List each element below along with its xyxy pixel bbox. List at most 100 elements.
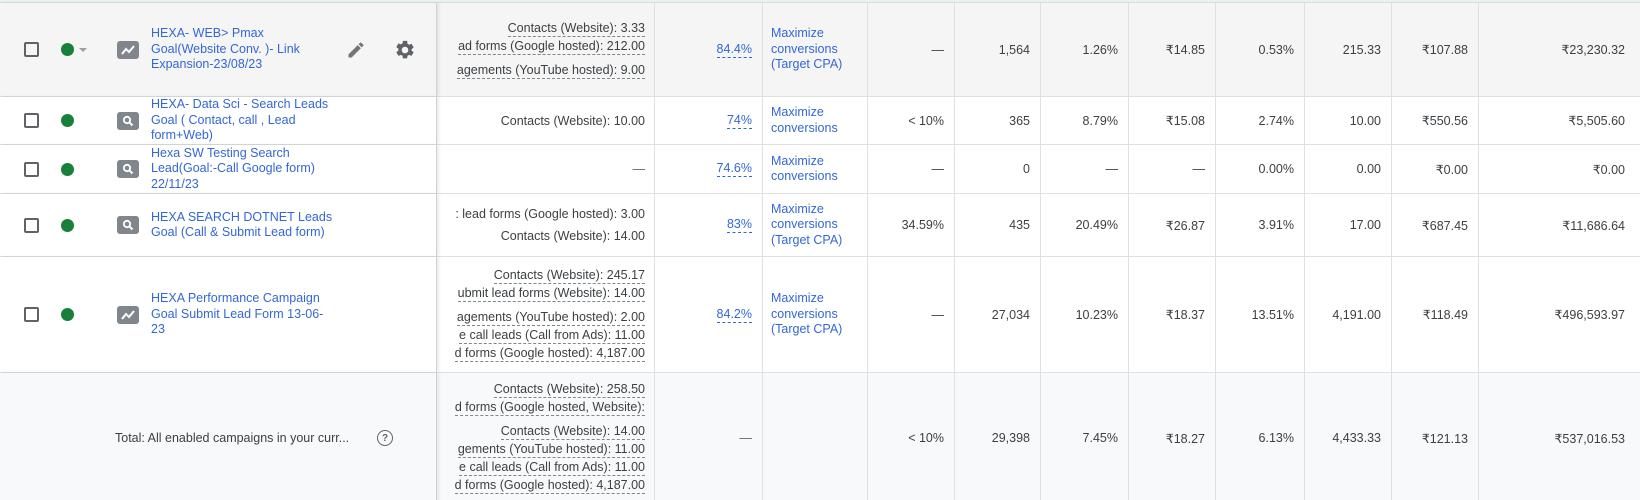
status-dropdown-caret-icon[interactable]	[79, 47, 87, 52]
cost-per-conv-cell: ₹107.88	[1392, 3, 1479, 96]
campaign-name-link[interactable]: HEXA SEARCH DOTNET Leads Goal (Call & Su…	[151, 209, 333, 240]
campaign-name-link[interactable]: HEXA- WEB> Pmax Goal(Website Conv. )- Li…	[151, 26, 300, 72]
conversions-total-cell: 10.00	[1305, 97, 1392, 144]
row-checkbox[interactable]	[24, 217, 39, 233]
cost-cell: ₹5,505.60	[1568, 114, 1625, 128]
conversion-breakdown-item[interactable]: gements (YouTube hosted): 11.00	[457, 442, 645, 458]
search-campaign-icon	[117, 160, 139, 178]
table-top-border	[0, 0, 1640, 3]
bid-strategy-link[interactable]: Maximize conversions (Target CPA)	[771, 201, 843, 247]
campaign-name-link[interactable]: HEXA Performance Campaign Goal Submit Le…	[151, 291, 324, 337]
row-checkbox[interactable]	[24, 161, 39, 177]
bid-strategy-cell	[763, 373, 868, 500]
conversions-total-cell: 4,191.00	[1305, 257, 1392, 372]
optimization-score-link[interactable]: 74.6%	[716, 161, 752, 177]
table-row[interactable]: HEXA- Data Sci - Search Leads Goal ( Con…	[0, 97, 1640, 145]
bid-strategy-link[interactable]: Maximize conversions	[771, 153, 838, 184]
conversion-breakdown-item[interactable]: Contacts (Website): 3.33	[507, 20, 645, 37]
conversion-breakdown-item[interactable]: agements (YouTube hosted): 2.00	[456, 309, 645, 326]
ctr-cell: 20.49%	[1041, 194, 1129, 256]
table-row[interactable]: HEXA SEARCH DOTNET Leads Goal (Call & Su…	[0, 194, 1640, 257]
conv-rate-cell: 0.53%	[1216, 3, 1305, 96]
optimization-score-cell: 84.2%	[655, 257, 763, 372]
search-campaign-icon	[117, 111, 139, 130]
conversion-breakdown-item[interactable]: d forms (Google hosted): 4,187.00	[454, 478, 645, 494]
cost-cell: ₹0.00	[1592, 162, 1625, 177]
bid-strategy-link[interactable]: Maximize conversions	[771, 105, 838, 135]
row-checkbox[interactable]	[24, 307, 39, 322]
conv-rate-cell: 0.00%	[1216, 145, 1305, 193]
bid-strategy-cell: Maximize conversions	[763, 145, 868, 193]
search-campaign-icon	[117, 216, 139, 234]
campaign-name-link[interactable]: Hexa SW Testing Search Lead(Goal:-Call G…	[151, 145, 315, 191]
optimization-score-cell: 74%	[655, 97, 763, 144]
conversion-breakdown-item[interactable]: e call leads (Call from Ads): 11.00	[459, 460, 645, 476]
conversion-breakdown-item[interactable]: d forms (Google hosted): 4,187.00	[454, 345, 645, 362]
campaign-name-link[interactable]: HEXA- Data Sci - Search Leads Goal ( Con…	[151, 97, 329, 143]
cost-cell: ₹537,016.53	[1554, 431, 1625, 446]
conv-rate-cell: 13.51%	[1216, 257, 1305, 372]
avg-cpc-cell: —	[1129, 145, 1216, 193]
bid-strategy-link[interactable]: Maximize conversions (Target CPA)	[771, 26, 843, 72]
edit-pencil-icon[interactable]	[346, 40, 366, 60]
optimization-score-cell: 74.6%	[655, 145, 763, 193]
ctr-cell: 7.45%	[1041, 373, 1129, 500]
optimization-score-link[interactable]: 83%	[726, 217, 752, 233]
conversion-breakdown-item[interactable]: e call leads (Call from Ads): 11.00	[459, 327, 645, 344]
conversions-total-cell: 215.33	[1305, 3, 1392, 96]
cost-cell: ₹11,686.64	[1562, 218, 1625, 233]
bid-strategy-link[interactable]: Maximize conversions (Target CPA)	[771, 291, 843, 337]
campaign-cell: Hexa SW Testing Search Lead(Goal:-Call G…	[0, 145, 437, 193]
conversion-breakdown-item[interactable]: Contacts (Website): 14.00	[500, 424, 645, 440]
bid-strategy-cell: Maximize conversions (Target CPA)	[763, 194, 868, 256]
total-label: Total: All enabled campaigns in your cur…	[115, 431, 350, 445]
table-row[interactable]: Hexa SW Testing Search Lead(Goal:-Call G…	[0, 145, 1640, 194]
search-impr-share-cell: < 10%	[868, 97, 955, 144]
performance-max-icon	[117, 40, 139, 59]
table-row[interactable]: HEXA- WEB> Pmax Goal(Website Conv. )- Li…	[0, 3, 1640, 97]
status-enabled-icon[interactable]	[61, 43, 74, 56]
conversion-breakdown-item[interactable]: ad forms (Google hosted): 212.00	[458, 38, 645, 55]
conversion-breakdown-item[interactable]: d forms (Google hosted, Website):	[454, 400, 645, 416]
avg-cpc-cell: ₹18.27	[1129, 373, 1216, 500]
status-enabled-icon[interactable]	[61, 218, 74, 232]
optimization-score-link[interactable]: 84.4%	[716, 41, 752, 58]
conversions-cell: Contacts (Website): 10.00	[437, 97, 655, 144]
conversion-breakdown-item[interactable]: Contacts (Website): 245.17	[493, 267, 645, 284]
ctr-cell: 1.26%	[1041, 3, 1129, 96]
ctr-cell: 8.79%	[1041, 97, 1129, 144]
optimization-score-link[interactable]: 84.2%	[716, 306, 752, 323]
campaign-cell: HEXA- WEB> Pmax Goal(Website Conv. )- Li…	[0, 3, 437, 96]
bid-strategy-cell: Maximize conversions (Target CPA)	[763, 257, 868, 372]
conversions-total-cell: 17.00	[1305, 194, 1392, 256]
table-row[interactable]: HEXA Performance Campaign Goal Submit Le…	[0, 257, 1640, 373]
status-enabled-icon[interactable]	[61, 114, 74, 127]
optimization-score-cell: —	[655, 373, 763, 500]
campaign-cell: HEXA Performance Campaign Goal Submit Le…	[0, 257, 437, 372]
conversions-total-cell: 4,433.33	[1305, 373, 1392, 500]
conversion-breakdown-item[interactable]: agements (YouTube hosted): 9.00	[456, 62, 645, 79]
search-impr-share-cell: 34.59%	[868, 194, 955, 256]
status-enabled-icon[interactable]	[61, 308, 74, 321]
row-checkbox[interactable]	[24, 42, 39, 57]
bid-strategy-cell: Maximize conversions (Target CPA)	[763, 3, 868, 96]
help-icon[interactable]: ?	[377, 430, 393, 446]
campaign-cell: HEXA- Data Sci - Search Leads Goal ( Con…	[0, 97, 437, 144]
conversion-breakdown-item[interactable]: Contacts (Website): 258.50	[493, 382, 645, 398]
conversion-breakdown-item[interactable]: ubmit lead forms (Website): 14.00	[457, 285, 645, 302]
conv-rate-cell: 2.74%	[1216, 97, 1305, 144]
conversions-cell: —	[437, 145, 655, 193]
avg-cpc-cell: ₹18.37	[1129, 257, 1216, 372]
optimization-score-link[interactable]: 74%	[726, 112, 752, 129]
conversion-breakdown-item: —	[632, 162, 646, 176]
ctr-cell: —	[1041, 145, 1129, 193]
row-checkbox[interactable]	[24, 113, 39, 128]
cost-per-conv-cell: ₹550.56	[1392, 97, 1479, 144]
ctr-cell: 10.23%	[1041, 257, 1129, 372]
status-enabled-icon[interactable]	[61, 162, 74, 176]
gear-icon[interactable]	[394, 39, 416, 61]
conversion-breakdown-item: : lead forms (Google hosted): 3.00	[455, 207, 645, 221]
conv-rate-cell: 6.13%	[1216, 373, 1305, 500]
conversions-cell: Contacts (Website): 3.33 ad forms (Googl…	[437, 3, 655, 96]
conversions-total-cell: 0.00	[1305, 145, 1392, 193]
